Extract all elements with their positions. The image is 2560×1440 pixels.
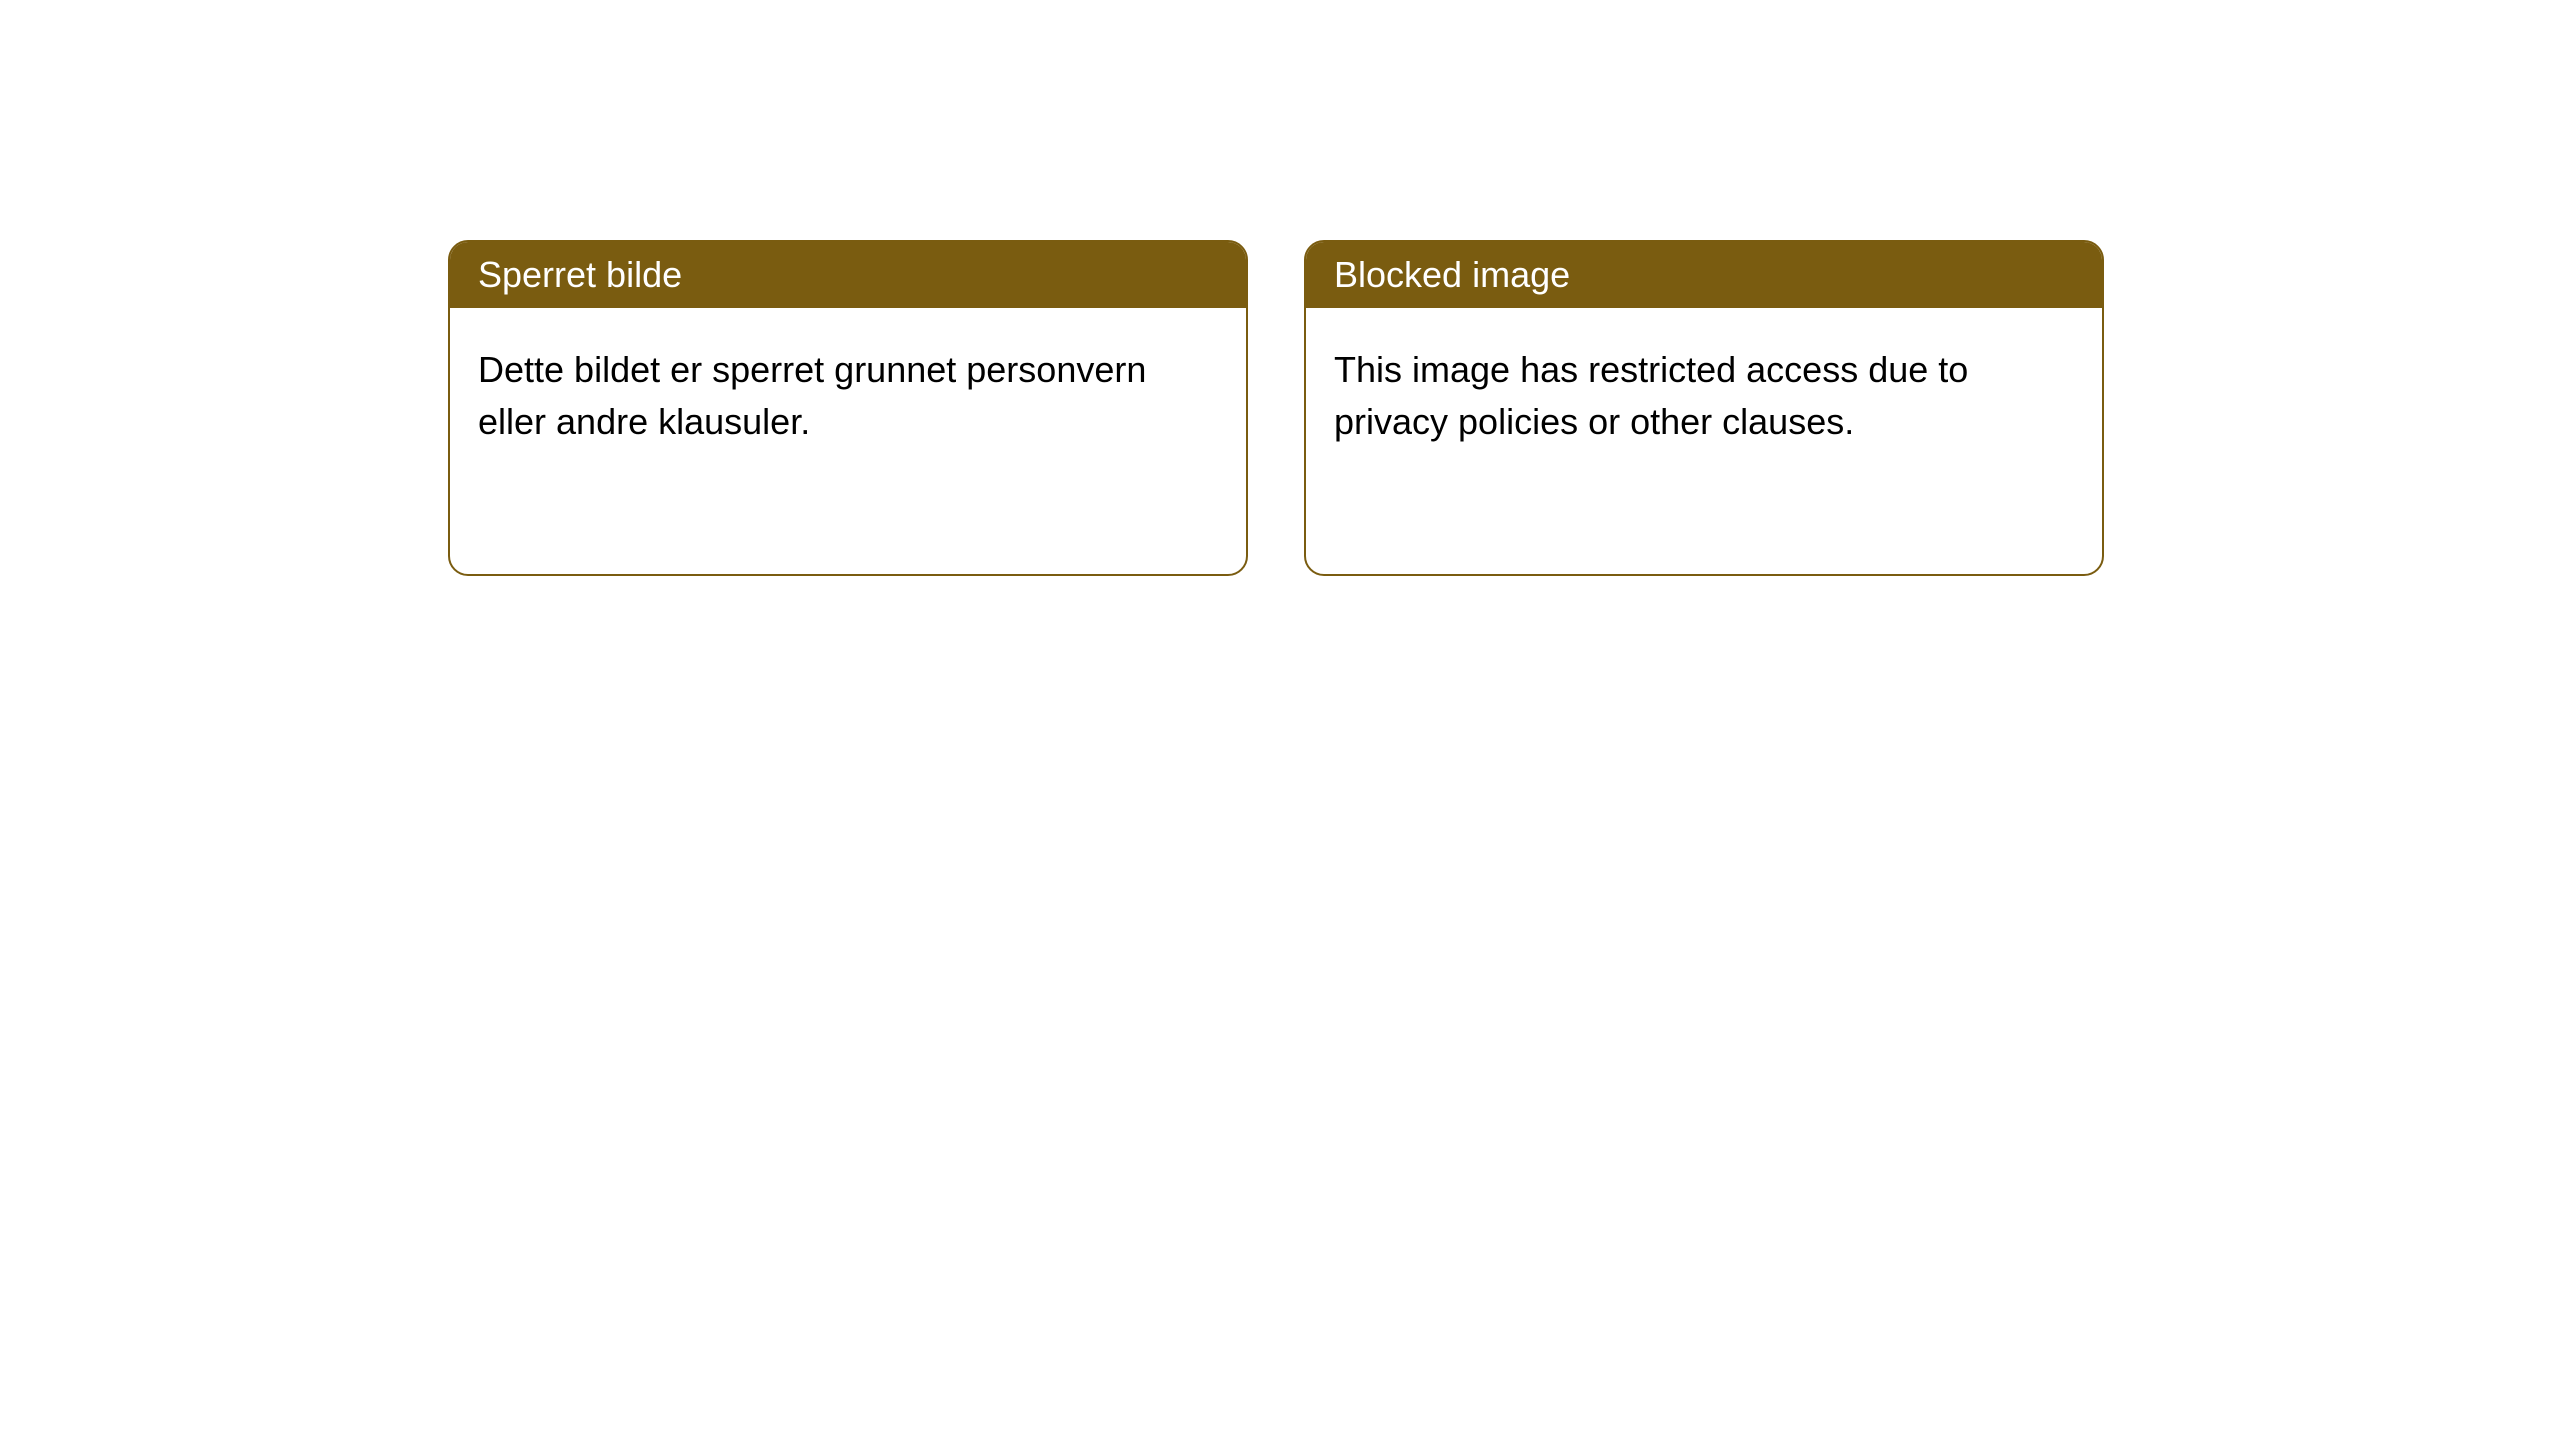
notice-body-norwegian: Dette bildet er sperret grunnet personve… (450, 308, 1246, 484)
notice-title-english: Blocked image (1306, 242, 2102, 308)
notice-card-english: Blocked image This image has restricted … (1304, 240, 2104, 576)
notice-card-norwegian: Sperret bilde Dette bildet er sperret gr… (448, 240, 1248, 576)
notice-title-norwegian: Sperret bilde (450, 242, 1246, 308)
notice-body-english: This image has restricted access due to … (1306, 308, 2102, 484)
notice-container: Sperret bilde Dette bildet er sperret gr… (0, 0, 2560, 576)
